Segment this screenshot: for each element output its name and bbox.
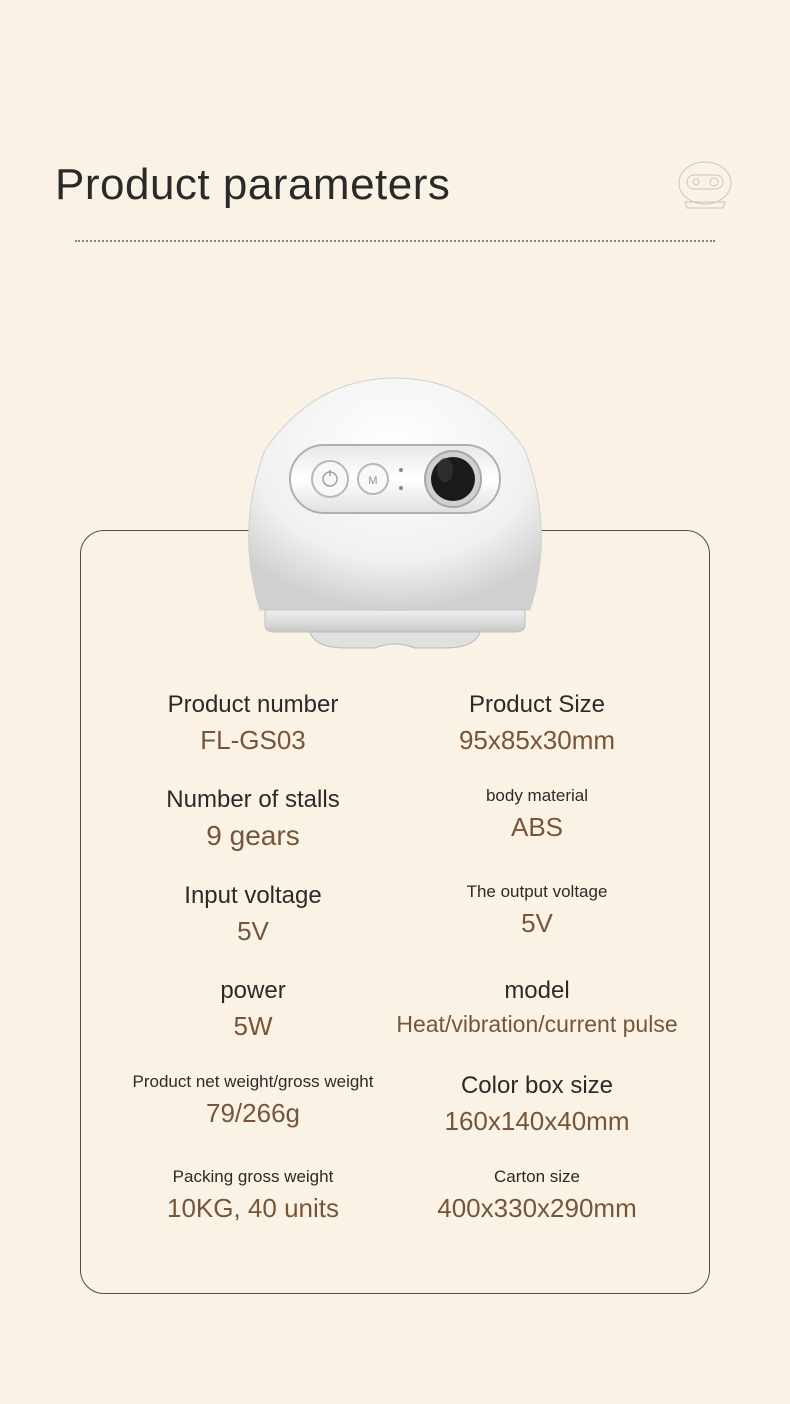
title-row: Product parameters <box>55 160 735 210</box>
spec-value: 10KG, 40 units <box>167 1193 339 1224</box>
spec-cell: Product Size 95x85x30mm <box>395 691 679 756</box>
spec-cell: Packing gross weight 10KG, 40 units <box>111 1167 395 1224</box>
svg-text:M: M <box>368 475 377 487</box>
spec-label: Color box size <box>461 1072 613 1100</box>
spec-value: 79/266g <box>206 1098 300 1129</box>
spec-label: Number of stalls <box>166 786 339 814</box>
spec-value: 160x140x40mm <box>445 1106 630 1137</box>
spec-cell: model Heat/vibration/current pulse <box>395 977 679 1042</box>
product-outline-icon <box>675 160 735 210</box>
spec-label: Product Size <box>469 691 605 719</box>
spec-value: ABS <box>511 812 563 843</box>
spec-label: Packing gross weight <box>173 1167 334 1187</box>
spec-label: The output voltage <box>467 882 608 902</box>
spec-value: 5V <box>521 908 553 939</box>
spec-cell: body material ABS <box>395 786 679 852</box>
spec-value: 95x85x30mm <box>459 725 615 756</box>
spec-label: Product net weight/gross weight <box>133 1072 374 1092</box>
spec-cell: The output voltage 5V <box>395 882 679 947</box>
spec-label: model <box>504 977 569 1005</box>
spec-cell: Number of stalls 9 gears <box>111 786 395 852</box>
spec-cell: Color box size 160x140x40mm <box>395 1072 679 1137</box>
spec-label: Product number <box>168 691 339 719</box>
product-image: M <box>215 370 575 660</box>
spec-cell: Product number FL-GS03 <box>111 691 395 756</box>
spec-value: 5W <box>234 1011 273 1042</box>
spec-label: power <box>220 977 285 1005</box>
spec-cell: Carton size 400x330x290mm <box>395 1167 679 1224</box>
spec-value: 5V <box>237 916 269 947</box>
spec-value: Heat/vibration/current pulse <box>396 1011 677 1038</box>
spec-cell: Input voltage 5V <box>111 882 395 947</box>
spec-value: 400x330x290mm <box>437 1193 636 1224</box>
page-title: Product parameters <box>55 160 450 210</box>
spec-value: 9 gears <box>206 820 299 852</box>
spec-label: Input voltage <box>184 882 321 910</box>
spec-label: body material <box>486 786 588 806</box>
spec-grid: Product number FL-GS03 Product Size 95x85x3… <box>81 691 709 1224</box>
divider-dotted <box>75 240 715 242</box>
spec-cell: Product net weight/gross weight 79/266g <box>111 1072 395 1137</box>
spec-cell: power 5W <box>111 977 395 1042</box>
spec-label: Carton size <box>494 1167 580 1187</box>
spec-value: FL-GS03 <box>200 725 306 756</box>
